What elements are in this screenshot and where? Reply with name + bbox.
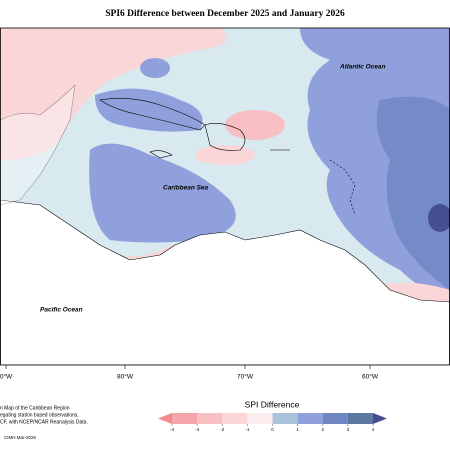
colorbar-tick-label: 0 bbox=[271, 427, 274, 432]
colorbar-tick-label: 2 bbox=[321, 427, 324, 432]
dry-region bbox=[195, 145, 255, 165]
colorbar-tick-label: -2 bbox=[220, 427, 224, 432]
ocean-label: Atlantic Ocean bbox=[339, 64, 386, 71]
lesser-antilles bbox=[329, 159, 356, 216]
ocean-label: Caribbean Sea bbox=[163, 185, 209, 192]
colorbar-segment bbox=[322, 413, 348, 424]
colorbar-tick-label: 1 bbox=[296, 427, 299, 432]
land bbox=[0, 199, 450, 365]
map: Atlantic Ocean Caribbean Sea Pacific Oce… bbox=[0, 28, 450, 365]
colorbar-tick-label: 4 bbox=[372, 427, 375, 432]
colorbar-segment bbox=[247, 413, 273, 424]
footer-credit: CIMH Mar-2026 bbox=[4, 435, 37, 440]
longitude-label: 0°W bbox=[0, 373, 13, 381]
cuba-outline bbox=[99, 98, 206, 131]
colorbar-segment bbox=[347, 413, 373, 424]
longitude-label: 80°W bbox=[117, 373, 134, 381]
footer-line: n Map of the Caribbean Region bbox=[0, 405, 70, 411]
colorbar-segment bbox=[222, 413, 248, 424]
wet-region bbox=[376, 96, 450, 291]
legend-title: SPI Difference bbox=[245, 399, 300, 409]
jamaica-outline bbox=[149, 150, 173, 159]
wet-region bbox=[95, 88, 203, 132]
dry-region bbox=[0, 28, 227, 160]
footer-line: egating station based observations, bbox=[0, 412, 79, 418]
hispaniola-outline bbox=[204, 123, 246, 151]
longitude-label: 60°W bbox=[362, 373, 379, 381]
colorbar: -4 -3 -2 -1 0 1 2 3 4 bbox=[158, 413, 387, 432]
longitude-labels: 0°W 80°W 70°W 60°W bbox=[0, 365, 379, 381]
wet-region bbox=[89, 143, 236, 243]
longitude-label: 70°W bbox=[237, 373, 254, 381]
footer-line: CF, with NCEP/NCAR Reanalysis Data. bbox=[0, 419, 88, 425]
colorbar-tick-label: -1 bbox=[245, 427, 249, 432]
colorbar-segment bbox=[297, 413, 323, 424]
colorbar-tick-label: 3 bbox=[347, 427, 350, 432]
colorbar-tick-label: -4 bbox=[170, 427, 174, 432]
ocean-label: Pacific Ocean bbox=[40, 307, 83, 314]
dry-region bbox=[225, 110, 285, 140]
colorbar-segment bbox=[197, 413, 223, 424]
colorbar-end bbox=[158, 413, 172, 424]
wet-region bbox=[140, 58, 170, 78]
colorbar-segment bbox=[172, 413, 198, 424]
colorbar-end bbox=[373, 413, 387, 424]
land bbox=[0, 84, 76, 206]
colorbar-tick-label: -3 bbox=[195, 427, 199, 432]
wet-core bbox=[428, 204, 450, 232]
map-title: SPI6 Difference between December 2025 an… bbox=[105, 9, 345, 19]
colorbar-segment bbox=[272, 413, 298, 424]
